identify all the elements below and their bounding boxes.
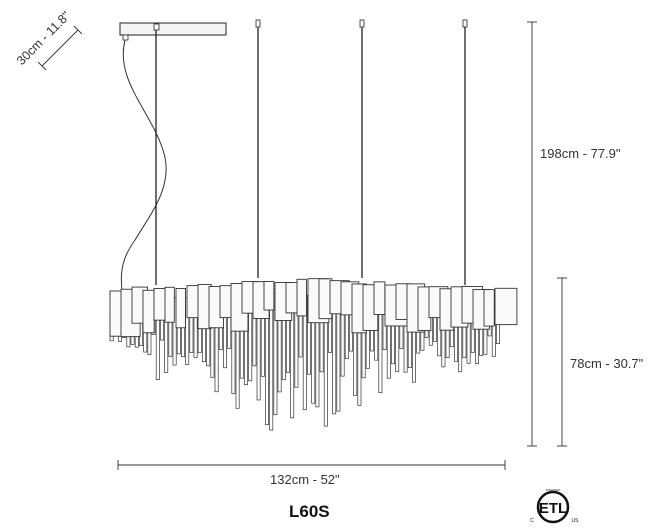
body-height-label: 78cm - 30.7" [570, 356, 644, 371]
canopy-clamp [153, 23, 160, 31]
top-panel [142, 289, 155, 334]
top-panel [164, 286, 175, 323]
overall-height-dimension-line [527, 21, 537, 447]
top-panel [296, 278, 307, 317]
chandelier-body [109, 278, 518, 431]
etl-tiny-text: INTERTEK [546, 488, 561, 492]
overall-height-label: 198cm - 77.9" [540, 146, 621, 161]
top-panel [373, 281, 386, 315]
rod-tops [255, 19, 468, 28]
suspension-rods [155, 27, 466, 285]
top-panel [175, 288, 186, 329]
canopy-dimension-line [37, 25, 83, 71]
width-label: 132cm - 52" [270, 472, 340, 487]
etl-us-mark: US [572, 518, 580, 524]
top-panel [153, 288, 167, 321]
model-name: L60S [289, 502, 330, 521]
ceiling-canopy [119, 22, 227, 36]
etl-c-mark: C [530, 518, 534, 524]
top-panel [483, 289, 495, 327]
crystal-strip [269, 296, 274, 431]
body-height-dimension-line [557, 277, 567, 447]
top-panel [263, 280, 275, 311]
etl-mark: ETL [539, 500, 567, 517]
power-cord [120, 39, 167, 291]
top-panel [494, 287, 518, 326]
width-dimension-line [117, 460, 506, 470]
etl-certification-logo: ETL C US INTERTEK [530, 488, 580, 524]
canopy-clamp [122, 34, 129, 41]
